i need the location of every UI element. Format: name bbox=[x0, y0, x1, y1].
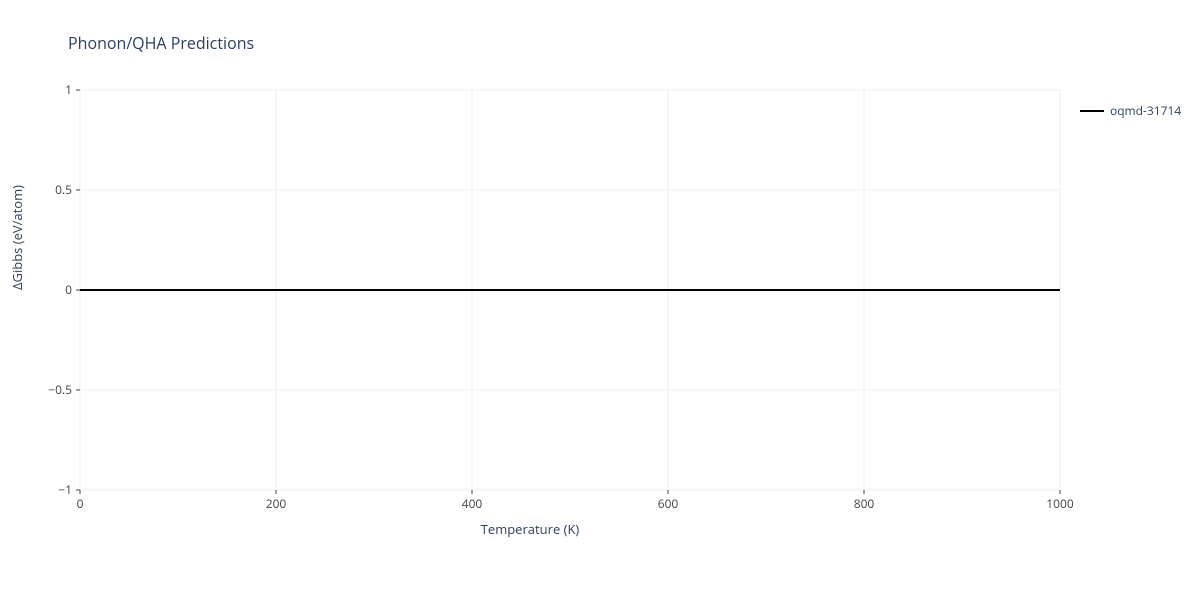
plot-svg: −1−0.500.5102004006008001000 bbox=[80, 90, 1060, 490]
chart-container: Phonon/QHA Predictions ΔGibbs (eV/atom) … bbox=[0, 0, 1200, 600]
svg-text:200: 200 bbox=[266, 495, 287, 512]
legend-line-icon bbox=[1080, 110, 1104, 112]
svg-text:0.5: 0.5 bbox=[55, 181, 72, 198]
svg-text:0: 0 bbox=[65, 281, 72, 298]
plot-area[interactable]: −1−0.500.5102004006008001000 bbox=[80, 90, 1060, 490]
svg-text:400: 400 bbox=[462, 495, 483, 512]
x-axis-label: Temperature (K) bbox=[0, 520, 1060, 538]
svg-text:1: 1 bbox=[65, 81, 72, 98]
legend[interactable]: oqmd-31714 bbox=[1080, 102, 1181, 119]
svg-text:−0.5: −0.5 bbox=[48, 381, 72, 398]
svg-text:−1: −1 bbox=[58, 481, 72, 498]
svg-text:600: 600 bbox=[658, 495, 679, 512]
chart-title: Phonon/QHA Predictions bbox=[68, 32, 254, 54]
y-axis-label: ΔGibbs (eV/atom) bbox=[8, 185, 26, 290]
legend-series-label[interactable]: oqmd-31714 bbox=[1110, 102, 1181, 119]
svg-text:1000: 1000 bbox=[1046, 495, 1074, 512]
svg-text:0: 0 bbox=[77, 495, 84, 512]
svg-text:800: 800 bbox=[854, 495, 875, 512]
